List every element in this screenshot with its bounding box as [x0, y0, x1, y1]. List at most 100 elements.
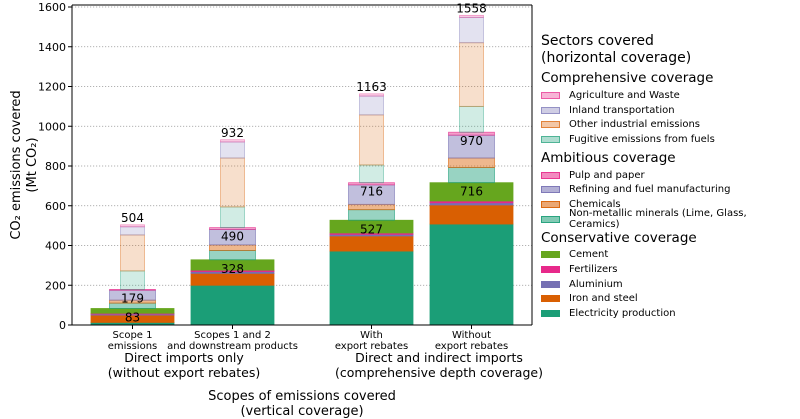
bar-segment-agriculture-and-waste: [120, 224, 145, 228]
bar-segment-inland-transportation: [459, 16, 484, 44]
y-tick-label: 600: [45, 200, 66, 213]
legend-group-title: Conservative coverage: [541, 229, 697, 246]
legend-item: Cement: [541, 248, 800, 263]
legend-group-title: Ambitious coverage: [541, 149, 676, 166]
y-axis-label-line2: (Mt CO₂): [25, 137, 40, 192]
y-tick-label: 0: [59, 319, 66, 332]
total-label: 1558: [456, 1, 487, 15]
bar-segment-pulp-and-paper: [348, 182, 395, 186]
legend-item: Fertilizers: [541, 262, 800, 277]
legend-item-label: Cement: [569, 249, 609, 261]
bar-segment-pulp-and-paper: [109, 289, 156, 291]
legend-swatch-icon: [541, 280, 560, 288]
bar-segment-pulp-and-paper: [448, 131, 495, 136]
legend-item: Fugitive emissions from fuels: [541, 132, 800, 147]
y-tick-label: 1600: [38, 1, 66, 14]
x-tick-label-line1: With: [360, 330, 383, 341]
bars: [90, 14, 514, 326]
legend-swatch-icon: [541, 171, 560, 179]
legend-item-label: Fertilizers: [569, 264, 618, 276]
bar-segment-fugitive-emissions-from-fuels: [359, 164, 384, 184]
legend-group: Comprehensive coverage Agriculture and Wa…: [541, 70, 800, 147]
bar-segment-non-metallic-minerals-lime-glass-ceramics: [209, 250, 256, 261]
total-label: 490: [221, 230, 244, 244]
legend-item-label: Refining and fuel manufacturing: [569, 184, 731, 196]
legend-group-title: Comprehensive coverage: [541, 70, 714, 86]
legend-swatch-icon: [541, 186, 560, 194]
legend-item: Agriculture and Waste: [541, 88, 800, 103]
bar-segment-fugitive-emissions-from-fuels: [459, 105, 484, 133]
bar-segment-chemicals: [348, 203, 395, 211]
legend-group: Conservative coverage Cement Fertilizers Al…: [541, 230, 800, 321]
x-tick-label-line2: and downstream products: [167, 341, 298, 352]
legend-item-label: Other industrial emissions: [569, 119, 701, 131]
legend-item: Aluminium: [541, 277, 800, 292]
legend-item: Chemicals: [541, 197, 800, 212]
total-label: 527: [360, 222, 383, 236]
bar-segment-fugitive-emissions-from-fuels: [220, 206, 245, 229]
legend-swatch-icon: [541, 266, 560, 274]
total-label: 716: [360, 185, 383, 199]
group-label-line2: (without export rebates): [108, 365, 260, 380]
y-tick-label: 200: [45, 279, 66, 292]
legend-swatch-icon: [541, 200, 560, 208]
group-label-line1: Direct and indirect imports: [355, 350, 523, 365]
x-axis-label-line2: (vertical coverage): [240, 404, 363, 419]
legend-item-label: Iron and steel: [569, 293, 638, 305]
bar-segment-non-metallic-minerals-lime-glass-ceramics: [348, 209, 395, 221]
bar-segment-electricity-production: [329, 250, 414, 326]
x-tick-label-line1: Scopes 1 and 2: [194, 330, 271, 341]
group-label-line2: (comprehensive depth coverage): [335, 365, 543, 380]
legend-item-label: Electricity production: [569, 308, 676, 320]
bar-segment-inland-transportation: [359, 95, 384, 116]
bar-segment-other-industrial-emissions: [459, 42, 484, 107]
total-label: 328: [221, 262, 244, 276]
legend-item: Electricity production: [541, 306, 800, 321]
legend-item: Other industrial emissions: [541, 117, 800, 132]
x-tick-label-line2: emissions: [108, 341, 158, 352]
legend-swatch-icon: [541, 121, 560, 129]
total-label: 932: [221, 126, 244, 140]
bar-segment-inland-transportation: [220, 141, 245, 159]
legend-swatch-icon: [541, 215, 560, 223]
total-label: 716: [460, 185, 483, 199]
legend-swatch-icon: [541, 295, 560, 303]
bar-segment-electricity-production: [190, 284, 275, 326]
axes: [71, 4, 533, 326]
bar-segment-fugitive-emissions-from-fuels: [120, 270, 145, 290]
legend-item: Iron and steel: [541, 292, 800, 307]
bar-segment-agriculture-and-waste: [459, 14, 484, 18]
bar-segment-chemicals: [209, 244, 256, 251]
y-tick-label: 1200: [38, 81, 66, 94]
legend-swatch-icon: [541, 106, 560, 114]
x-axis-label-line1: Scopes of emissions covered: [208, 389, 396, 404]
legend-item: Pulp and paper: [541, 168, 800, 183]
legend-title: Sectors covered (horizontal coverage): [541, 33, 800, 67]
bar-segment-other-industrial-emissions: [120, 234, 145, 272]
bar-segment-agriculture-and-waste: [220, 139, 245, 143]
legend-title-line1: Sectors covered: [541, 33, 654, 49]
total-label: 83: [125, 311, 140, 325]
bar-segment-other-industrial-emissions: [359, 114, 384, 166]
legend-item: Non-metallic minerals (Lime, Glass, Cera…: [541, 208, 800, 230]
y-tick-label: 1400: [38, 41, 66, 54]
x-tick-label-line2: export rebates: [335, 341, 408, 352]
bar-segment-other-industrial-emissions: [220, 157, 245, 208]
bar-segment-iron-and-steel: [329, 235, 414, 252]
y-tick-label: 400: [45, 240, 66, 253]
legend-item-label: Fugitive emissions from fuels: [569, 133, 715, 145]
legend-item-label: Chemicals: [569, 198, 621, 210]
legend-item: Inland transportation: [541, 103, 800, 118]
x-tick-label-line1: Without: [452, 330, 491, 341]
legend-swatch-icon: [541, 251, 560, 259]
total-label: 504: [121, 211, 144, 225]
legend-item: Refining and fuel manufacturing: [541, 182, 800, 197]
legend-item-label: Agriculture and Waste: [569, 89, 680, 101]
bar-segment-pulp-and-paper: [209, 227, 256, 230]
y-tick-label: 1000: [38, 120, 66, 133]
legend-item-label: Non-metallic minerals (Lime, Glass, Cera…: [569, 208, 747, 231]
bar-segment-chemicals: [448, 157, 495, 168]
bar-segment-inland-transportation: [120, 226, 145, 236]
